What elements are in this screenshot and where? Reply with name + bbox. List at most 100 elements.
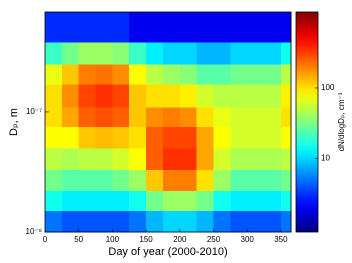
x-tick-label: 200 <box>173 235 187 244</box>
heatmap-cell <box>112 126 130 149</box>
heatmap-cell <box>213 190 231 212</box>
heatmap-cell <box>213 106 231 128</box>
heatmap-cell <box>196 12 214 43</box>
heatmap-cell <box>162 126 181 149</box>
heatmap-cell <box>264 106 282 128</box>
heatmap-cell <box>45 148 63 171</box>
heatmap-cell <box>112 12 130 43</box>
heatmap-cell <box>264 126 282 149</box>
colorbar-label: dN/dlogDₚ, cm⁻³ <box>337 92 346 151</box>
heatmap-cell <box>280 64 292 85</box>
heatmap-cell <box>264 190 282 212</box>
heatmap-cell <box>45 210 63 233</box>
heatmap-cell <box>112 169 130 192</box>
heatmap-cell <box>78 148 96 171</box>
heatmap-cell <box>45 84 63 108</box>
heatmap-cell <box>61 106 79 128</box>
heatmap-cell <box>179 42 197 65</box>
plot-frame <box>44 11 292 233</box>
heatmap-cell <box>179 106 197 128</box>
x-tick-label: 300 <box>241 235 255 244</box>
heatmap-cell <box>230 169 248 192</box>
heatmap-cell <box>129 148 147 171</box>
heatmap-cell <box>179 84 197 108</box>
heatmap-cell <box>247 106 265 128</box>
heatmap-cell <box>95 12 113 43</box>
y-tick-label: 10⁻⁷ <box>26 107 42 116</box>
heatmap-cell <box>146 84 164 108</box>
heatmap-cell <box>146 106 164 128</box>
heatmap-cell <box>247 210 265 233</box>
heatmap-cell <box>95 169 113 192</box>
heatmap-cell <box>146 64 164 85</box>
heatmap-cell <box>264 210 282 233</box>
heatmap-cell <box>230 148 248 171</box>
heatmap-cell <box>247 64 265 85</box>
heatmap-cell <box>247 84 265 108</box>
heatmap-cell <box>162 148 181 171</box>
heatmap-cell <box>264 12 282 43</box>
heatmap-cell <box>45 12 63 43</box>
heatmap-cell <box>61 84 79 108</box>
heatmap-cell <box>264 169 282 192</box>
heatmap-cell <box>78 210 96 233</box>
heatmap-cell <box>230 106 248 128</box>
heatmap-cell <box>179 210 197 233</box>
heatmap-cell <box>45 126 63 149</box>
heatmap-cell <box>129 42 147 65</box>
heatmap-cell <box>95 126 113 149</box>
heatmap-cell <box>280 210 292 233</box>
heatmap-cell <box>179 169 197 192</box>
heatmap-cell <box>264 148 282 171</box>
heatmap-cell <box>213 12 231 43</box>
heatmap-cell <box>179 190 197 212</box>
heatmap-cell <box>129 169 147 192</box>
x-tick-label: 0 <box>43 235 48 244</box>
heatmap-cell <box>45 42 63 65</box>
heatmap-cell <box>78 106 96 128</box>
x-tick-label: 150 <box>139 235 153 244</box>
heatmap-cell <box>213 126 231 149</box>
heatmap-cell <box>45 190 63 212</box>
heatmap-cell <box>230 42 248 65</box>
heatmap-cell <box>112 64 130 85</box>
heatmap-cell <box>129 64 147 85</box>
heatmap-cell <box>213 169 231 192</box>
heatmap-cell <box>61 64 79 85</box>
heatmap-cell <box>280 106 292 128</box>
heatmap-cell <box>280 126 292 149</box>
heatmap-cell <box>95 84 113 108</box>
heatmap-cell <box>78 190 96 212</box>
heatmap-cell <box>196 42 214 65</box>
heatmap-cell <box>179 148 197 171</box>
x-tick-label: 350 <box>274 235 288 244</box>
heatmap-cell <box>264 64 282 85</box>
heatmap-cell <box>78 12 96 43</box>
heatmap-cell <box>146 42 164 65</box>
heatmap-cell <box>112 106 130 128</box>
heatmap-cell <box>230 84 248 108</box>
colorbar <box>295 11 319 233</box>
heatmap-cell <box>78 84 96 108</box>
heatmap-cell <box>280 12 292 43</box>
heatmap-cell <box>196 84 214 108</box>
heatmap-cell <box>280 169 292 192</box>
heatmap-cell <box>162 190 181 212</box>
heatmap-cell <box>61 210 79 233</box>
heatmap-cell <box>280 42 292 65</box>
heatmap-cell <box>230 210 248 233</box>
heatmap-cell <box>247 12 265 43</box>
heatmap-cell <box>129 84 147 108</box>
heatmap-cell <box>196 126 214 149</box>
heatmap-cell <box>112 148 130 171</box>
heatmap-cell <box>129 106 147 128</box>
heatmap-cell <box>78 64 96 85</box>
heatmap-cell <box>196 106 214 128</box>
heatmap-cell <box>179 64 197 85</box>
heatmap-cell <box>95 210 113 233</box>
heatmap-cell <box>179 12 197 43</box>
x-tick-label: 100 <box>106 235 120 244</box>
heatmap-cell <box>162 210 181 233</box>
heatmap-cell <box>61 190 79 212</box>
